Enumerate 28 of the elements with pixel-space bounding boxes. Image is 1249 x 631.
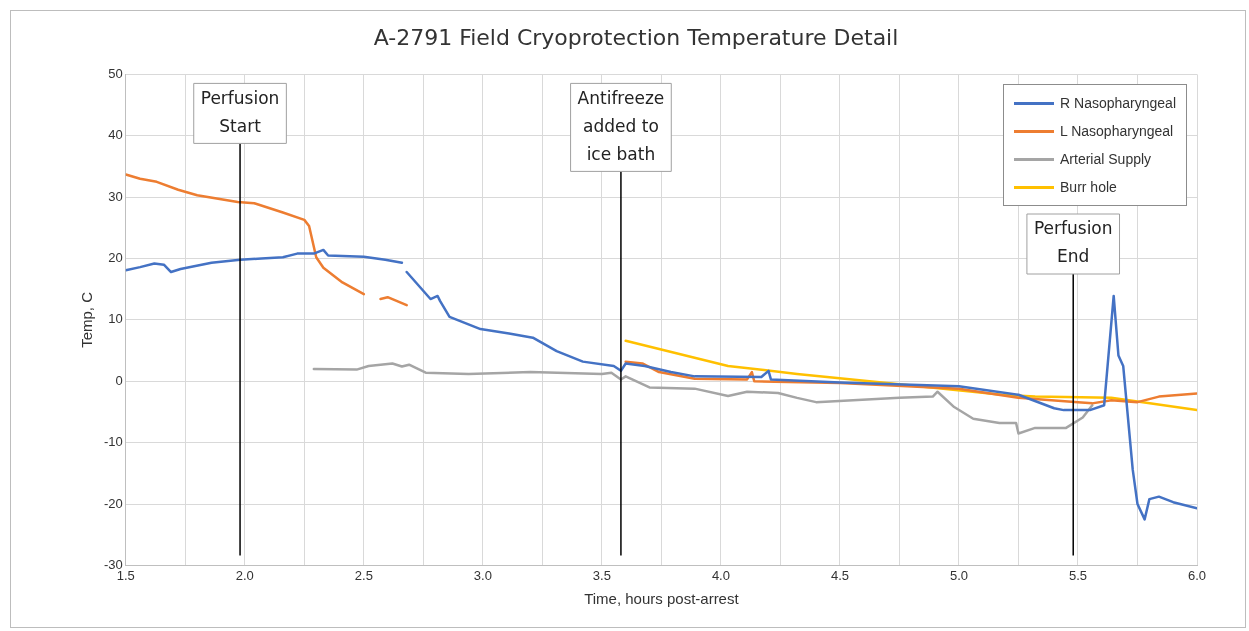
y-tick-label: 40 xyxy=(108,127,123,143)
ref-line-label: Antifreeze added to ice bath xyxy=(577,87,665,164)
y-axis-title: Temp, C xyxy=(78,291,96,348)
x-axis-title: Time, hours post-arrest xyxy=(584,590,740,608)
x-tick-label: 3.0 xyxy=(473,567,492,583)
x-tick-label: 6.0 xyxy=(1187,567,1207,583)
legend-label: R Nasopharyngeal xyxy=(1060,95,1176,112)
x-tick-label: 2.5 xyxy=(354,567,373,583)
x-tick-label: 5.5 xyxy=(1068,567,1088,583)
y-tick-label: -30 xyxy=(103,556,123,572)
x-tick-label: 2.0 xyxy=(235,567,254,583)
y-tick-label: 50 xyxy=(108,65,123,81)
y-tick-label: 10 xyxy=(108,311,123,327)
x-tick-label: 4.5 xyxy=(830,567,849,583)
chart-title: A-2791 Field Cryoprotection Temperature Detail xyxy=(373,24,899,50)
x-tick-label: 4.0 xyxy=(711,567,730,583)
y-tick-label: -20 xyxy=(103,495,123,511)
legend-label: Arterial Supply xyxy=(1060,151,1152,168)
x-tick-label: 5.0 xyxy=(949,567,968,583)
ref-line-label: Perfusion Start xyxy=(200,87,280,136)
x-tick-label: 3.5 xyxy=(592,567,611,583)
y-tick-label: -10 xyxy=(103,434,123,450)
legend-label: L Nasopharyngeal xyxy=(1060,123,1174,140)
legend-label: Burr hole xyxy=(1060,179,1117,196)
ref-line-label: Perfusion End xyxy=(1033,218,1113,267)
y-tick-label: 20 xyxy=(108,250,123,266)
y-tick-label: 0 xyxy=(115,372,123,388)
y-tick-label: 30 xyxy=(108,188,123,204)
